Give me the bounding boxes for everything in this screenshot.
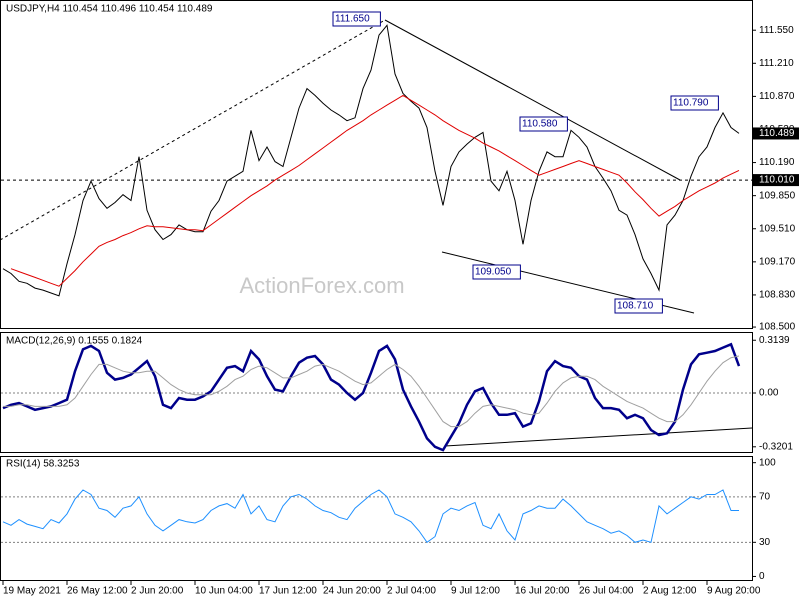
x-tick-label: 26 May 12:00 [67,586,128,597]
annotation-label: 108.710 [617,301,654,312]
chart-title: USDJPY,H4 110.454 110.496 110.454 110.48… [6,4,213,15]
series-line [2,24,740,297]
x-tick-label: 26 Jul 04:00 [579,586,634,597]
rsi-panel [0,456,753,581]
x-tick-label: 16 Jul 20:00 [515,586,570,597]
y-tick-label: 0 [759,571,765,582]
annotation-box [332,11,381,27]
series-line [2,342,741,452]
y-tick-label: 100 [759,457,776,468]
y-tick-label: 108.830 [759,290,796,301]
y-tick-label: 0.00 [759,388,779,399]
trendline [444,427,753,447]
trendline [0,19,386,241]
annotation-box [670,95,719,111]
series-line [2,489,739,543]
y-tick-label: 109.850 [759,190,796,201]
x-tick-label: 17 Jun 12:00 [259,586,317,597]
annotation-label: 109.050 [475,267,512,278]
annotation-label: 110.790 [673,98,709,109]
watermark: ActionForex.com [239,273,404,298]
y-tick-label: 0.3139 [759,335,790,346]
series-line [10,94,740,287]
y-tick-label: 110.190 [759,157,795,168]
y-tick-label: 111.550 [759,25,794,36]
x-tick-label: 24 Jun 20:00 [323,586,381,597]
x-tick-label: 9 Aug 20:00 [707,586,761,597]
annotation-box [519,116,568,132]
annotation-box [614,298,663,314]
price-label-box [753,174,799,187]
x-tick-label: 10 Jun 04:00 [195,586,253,597]
x-tick-label: 2 Aug 12:00 [643,586,697,597]
y-tick-label: 30 [759,537,771,548]
panel-title: MACD(12,26,9) 0.1555 0.1824 [6,336,143,347]
y-tick-label: 111.210 [759,58,794,69]
price-label-box [753,127,799,140]
y-tick-label: 109.510 [759,223,796,234]
price-label: 110.010 [759,175,795,186]
x-tick-label: 2 Jul 04:00 [387,586,436,597]
y-tick-label: 70 [759,491,771,502]
y-tick-label: -0.3201 [759,441,793,452]
panel-title: RSI(14) 58.3253 [6,459,80,470]
trendline [384,19,681,181]
price-label: 110.489 [759,128,795,139]
x-tick-label: 9 Jul 12:00 [451,586,500,597]
annotation-label: 110.580 [522,119,558,130]
series-line [3,355,740,428]
y-tick-label: 108.500 [759,322,796,333]
annotation-box [472,264,521,280]
price-panel [0,0,753,329]
y-tick-label: 110.870 [759,91,795,102]
x-tick-label: 2 Jun 20:00 [131,586,184,597]
y-tick-label: 109.170 [759,256,796,267]
x-tick-label: 19 May 2021 [3,586,61,597]
annotation-label: 111.650 [335,14,370,25]
